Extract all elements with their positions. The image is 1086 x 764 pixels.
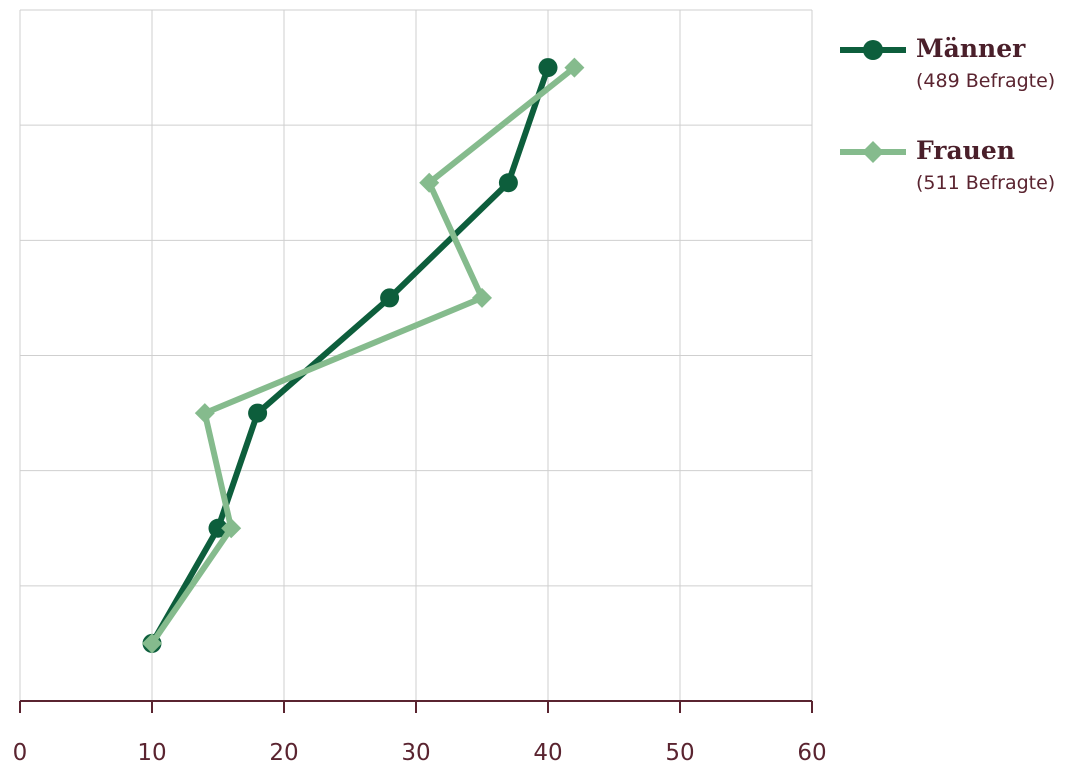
x-tick-label: 30 bbox=[401, 740, 430, 764]
x-tick-label: 60 bbox=[797, 740, 826, 764]
data-point bbox=[472, 287, 492, 308]
x-tick-label: 50 bbox=[665, 740, 694, 764]
series-line bbox=[149, 64, 578, 647]
legend-label-maenner: Männer bbox=[916, 34, 1026, 63]
legend-dot-maenner bbox=[863, 40, 883, 60]
x-tick-label: 40 bbox=[533, 740, 562, 764]
legend-item-frauen: Frauen (511 Befragte) bbox=[838, 136, 1083, 238]
data-point bbox=[564, 57, 585, 78]
legend: Männer (489 Befragte) Frauen (511 Befrag… bbox=[838, 34, 1083, 238]
series-frauen bbox=[142, 57, 585, 654]
series-maenner bbox=[142, 58, 558, 653]
data-point bbox=[221, 518, 242, 539]
legend-sublabel-frauen: (511 Befragte) bbox=[916, 172, 1056, 194]
data-point bbox=[498, 173, 518, 193]
legend-label-frauen: Frauen bbox=[916, 136, 1015, 165]
grid bbox=[19, 9, 813, 701]
legend-item-maenner: Männer (489 Befragte) bbox=[838, 34, 1083, 136]
legend-diamond-frauen bbox=[862, 141, 884, 163]
x-tick-label: 0 bbox=[13, 740, 28, 764]
data-point bbox=[142, 633, 162, 654]
data-point bbox=[538, 58, 558, 78]
legend-marker-circle-icon bbox=[840, 40, 906, 60]
series-line bbox=[149, 64, 551, 647]
data-point bbox=[248, 403, 268, 423]
x-axis: 0 10 20 30 40 50 60 bbox=[13, 700, 827, 764]
x-tick-label: 20 bbox=[269, 740, 298, 764]
data-point bbox=[419, 172, 440, 193]
legend-marker-diamond-icon bbox=[840, 141, 906, 163]
data-point bbox=[380, 288, 400, 308]
series-group bbox=[142, 57, 585, 654]
data-point bbox=[194, 403, 215, 424]
data-point bbox=[208, 518, 228, 538]
legend-sublabel-maenner: (489 Befragte) bbox=[916, 70, 1056, 92]
x-tick-label: 10 bbox=[137, 740, 166, 764]
